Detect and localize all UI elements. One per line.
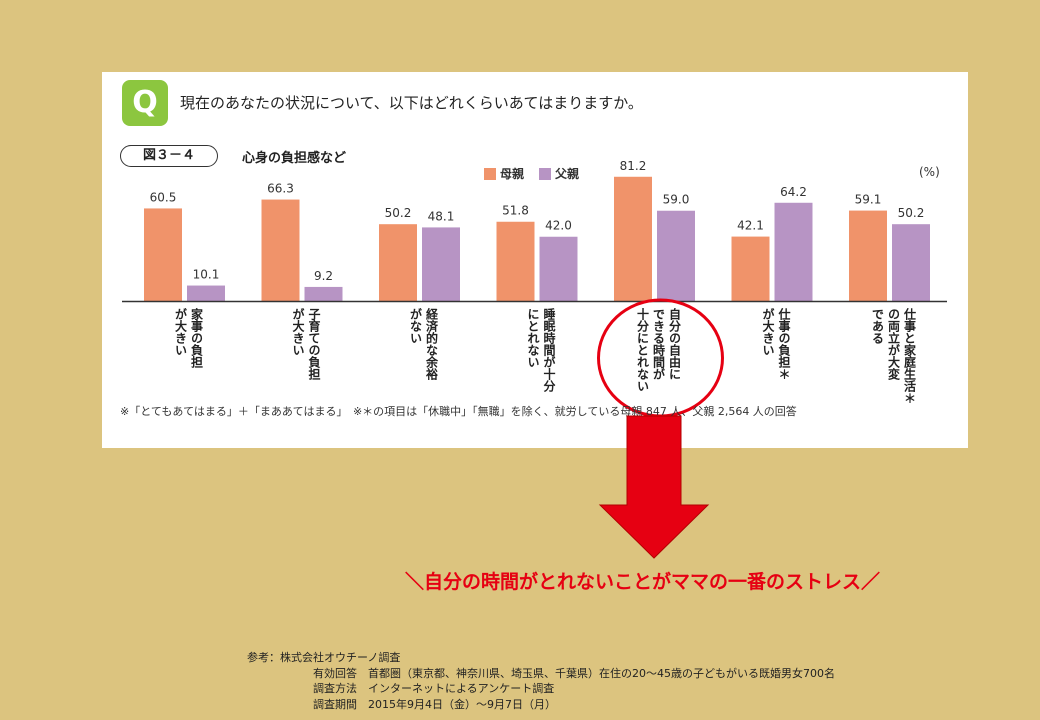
bar-mother-5	[731, 236, 770, 301]
category-label-4-line-0: 自分の自由に	[667, 308, 682, 380]
reference-respondents: 有効回答 首都圏（東京都、神奈川県、埼玉県、千葉県）在住の20～45歳の子どもが…	[313, 666, 835, 680]
category-label-0-line-0: 家事の負担	[189, 308, 204, 368]
question-text: 現在のあなたの状況について、以下はどれくらいあてはまりますか。	[180, 94, 643, 112]
category-label-1-line-1: が大きい	[291, 308, 305, 356]
category-label-2-line-1: がない	[408, 308, 423, 344]
value-label-mother-4: 81.2	[620, 159, 647, 173]
unit-label: (%)	[919, 165, 940, 179]
category-label-6-line-1: の両立が大変	[886, 308, 901, 380]
bar-mother-4	[614, 176, 652, 301]
legend-mother: 母親	[484, 165, 524, 182]
value-label-mother-2: 50.2	[385, 206, 412, 220]
bar-mother-0	[144, 208, 182, 301]
value-label-mother-3: 51.8	[502, 204, 529, 218]
category-label-2-line-0: 経済的な余裕	[424, 308, 439, 380]
value-label-mother-1: 66.3	[267, 182, 294, 196]
value-label-father-6: 50.2	[898, 206, 925, 220]
value-label-mother-6: 59.1	[855, 193, 882, 207]
legend-mother-label: 母親	[500, 167, 525, 181]
bar-father-6	[892, 224, 930, 301]
category-label-0-line-1: が大きい	[173, 308, 188, 356]
category-label-3-line-0: 睡眠時間が十分	[542, 308, 556, 392]
reference-period: 調査期間 2015年9月4日（金）～9月7日（月）	[313, 697, 556, 711]
reference-method: 調査方法 インターネットによるアンケート調査	[313, 682, 555, 695]
category-label-5-line-0: 仕事の負担＊	[777, 308, 791, 380]
value-label-father-5: 64.2	[780, 185, 807, 199]
bar-father-3	[539, 236, 578, 301]
category-label-6-line-0: 仕事と家庭生活＊	[902, 308, 917, 404]
bar-father-0	[187, 285, 225, 301]
category-label-4-line-2: 十分にとれない	[635, 308, 650, 392]
value-label-father-3: 42.0	[545, 219, 572, 233]
value-label-father-4: 59.0	[663, 193, 690, 207]
bar-mother-6	[849, 210, 887, 301]
bar-father-5	[774, 202, 813, 301]
value-label-mother-5: 42.1	[737, 219, 764, 233]
legend-father-swatch	[539, 168, 551, 180]
figure-title: 心身の負担感など	[242, 151, 347, 166]
category-label-4-line-1: できる時間が	[651, 308, 666, 380]
reference-source: 参考：株式会社オウチーノ調査	[247, 651, 401, 664]
q-badge: Q	[122, 80, 168, 126]
category-label-3-line-1: にとれない	[526, 308, 540, 368]
bar-chart: 60.5 10.1 66.3 9.2 50.2 48.1 51.8 42.0 81.2 59.0 4…	[122, 159, 947, 418]
reference-block: 参考：株式会社オウチーノ調査 有効回答 首都圏（東京都、神奈川県、埼玉県、千葉県…	[247, 650, 835, 712]
value-label-father-1: 9.2	[314, 269, 333, 283]
bar-father-1	[304, 286, 343, 301]
category-label-1-line-0: 子育ての負担	[307, 308, 321, 380]
figure-number: 図３－４	[120, 145, 218, 167]
bar-mother-2	[379, 224, 417, 301]
footnote: ※「とてもあてはまる」＋「まああてはまる」 ※＊の項目は「休職中」「無職」を除く…	[120, 405, 797, 418]
legend-father: 父親	[539, 165, 579, 182]
bar-mother-3	[496, 221, 535, 301]
survey-panel: Q 現在のあなたの状況について、以下はどれくらいあてはまりますか。 図３－４ 心…	[102, 72, 968, 448]
value-label-father-0: 10.1	[193, 268, 220, 282]
legend-father-label: 父親	[555, 167, 580, 181]
category-label-6-line-2: である	[870, 308, 885, 344]
legend-mother-swatch	[484, 168, 496, 180]
category-label-5-line-1: が大きい	[761, 308, 775, 356]
value-label-mother-0: 60.5	[150, 190, 177, 204]
bar-mother-1	[261, 199, 300, 301]
callout-text: ＼自分の時間がとれないことがママの一番のストレス／	[405, 571, 881, 593]
bar-father-2	[422, 227, 460, 301]
bar-father-4	[657, 210, 695, 301]
value-label-father-2: 48.1	[428, 209, 455, 223]
